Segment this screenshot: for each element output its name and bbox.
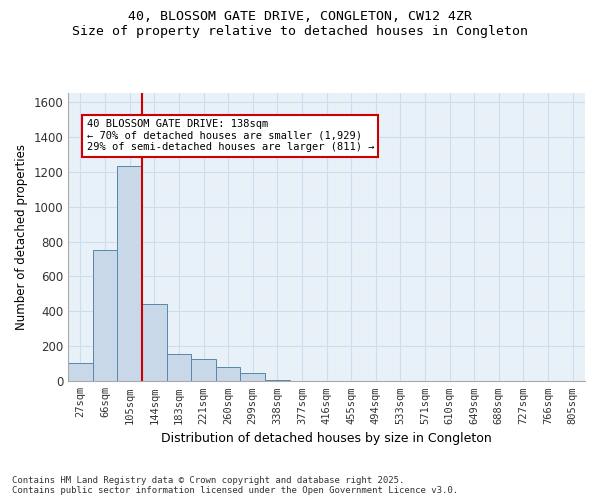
Bar <box>167 354 191 382</box>
Bar <box>191 358 216 382</box>
Bar <box>241 372 265 382</box>
X-axis label: Distribution of detached houses by size in Congleton: Distribution of detached houses by size … <box>161 432 492 445</box>
Bar <box>68 363 93 382</box>
Bar <box>93 250 118 382</box>
Text: 40 BLOSSOM GATE DRIVE: 138sqm
← 70% of detached houses are smaller (1,929)
29% o: 40 BLOSSOM GATE DRIVE: 138sqm ← 70% of d… <box>86 119 374 152</box>
Bar <box>118 166 142 382</box>
Bar <box>216 368 241 382</box>
Bar <box>265 380 290 382</box>
Y-axis label: Number of detached properties: Number of detached properties <box>15 144 28 330</box>
Text: Contains HM Land Registry data © Crown copyright and database right 2025.
Contai: Contains HM Land Registry data © Crown c… <box>12 476 458 495</box>
Bar <box>142 304 167 382</box>
Text: 40, BLOSSOM GATE DRIVE, CONGLETON, CW12 4ZR
Size of property relative to detache: 40, BLOSSOM GATE DRIVE, CONGLETON, CW12 … <box>72 10 528 38</box>
